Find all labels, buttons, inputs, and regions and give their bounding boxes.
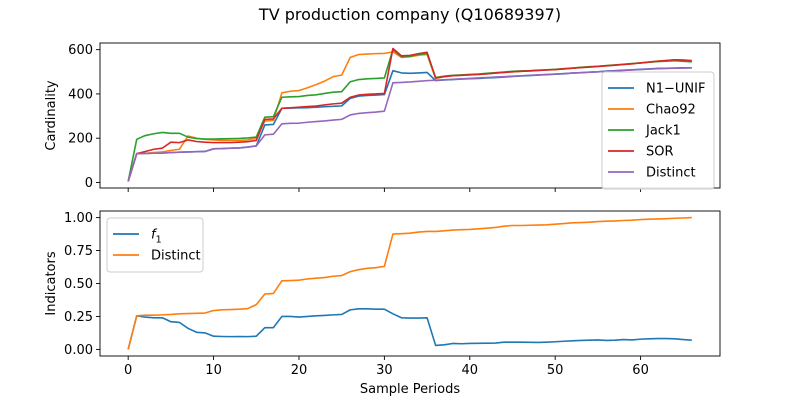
- legend-label: SOR: [646, 145, 674, 160]
- y-tick-label: 0.00: [64, 343, 93, 358]
- legend: N1−UNIF Chao92 Jack1 SOR Distinct: [601, 71, 715, 190]
- y-tick-label: 0.75: [64, 244, 93, 259]
- legend-label: f1: [151, 228, 162, 246]
- x-tick-label: 40: [462, 363, 479, 378]
- y-tick-label: 0.50: [64, 277, 93, 292]
- legend-box: [106, 217, 204, 273]
- legend-label-subscript: 1: [156, 235, 162, 246]
- x-tick-label: 60: [632, 363, 649, 378]
- legend-label: Chao92: [646, 103, 696, 118]
- x-tick-label: 10: [205, 363, 222, 378]
- legend-label: Jack1: [645, 124, 681, 139]
- y-axis-label: Cardinality: [44, 80, 59, 151]
- x-tick-label: 50: [547, 363, 564, 378]
- series-line-sor: [127, 47, 692, 182]
- legend-label: Distinct: [646, 166, 696, 181]
- series-line-f: [127, 308, 692, 350]
- y-tick-label: 1.00: [64, 211, 93, 226]
- legend-label: Distinct: [151, 249, 201, 264]
- figure-title: TV production company (Q10689397): [258, 5, 561, 24]
- x-axis-label: Sample Periods: [360, 382, 460, 397]
- chart-panel-1: 0 200 400 600 Cardinality N1−UNIF Chao92 Jack1 S…: [44, 42, 721, 192]
- x-tick-label: 30: [376, 363, 393, 378]
- y-tick-label: 400: [68, 87, 93, 102]
- legend: f1 Distinct: [106, 217, 204, 273]
- plot-frame: [99, 42, 721, 189]
- y-tick-label: 600: [68, 43, 93, 58]
- legend-label-main: f: [151, 228, 158, 243]
- y-axis-label: Indicators: [44, 251, 59, 315]
- legend-label: N1−UNIF: [646, 82, 705, 97]
- chart-panel-2: 0 10 20 30 40 50 60 0.00 0.25 0.50 0.75 1.00 Indicat…: [44, 210, 721, 397]
- y-tick-label: 0: [85, 176, 93, 191]
- series-line-distinct: [127, 66, 692, 182]
- x-tick-label: 20: [291, 363, 308, 378]
- legend-box: [601, 71, 715, 190]
- series-line-distinct: [127, 216, 692, 350]
- y-tick-label: 200: [68, 132, 93, 147]
- y-tick-label: 0.25: [64, 310, 93, 325]
- x-tick-label: 0: [124, 363, 132, 378]
